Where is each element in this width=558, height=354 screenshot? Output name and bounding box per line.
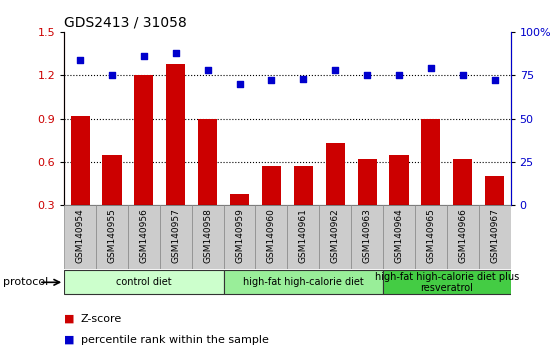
Text: GSM140959: GSM140959 [235,209,244,263]
Bar [134,75,153,205]
Bar [358,159,377,205]
Bar [294,166,313,205]
Bar [224,270,383,294]
Point [76,57,85,62]
Bar [103,155,122,205]
Bar [421,119,440,205]
Bar [453,159,472,205]
Text: GSM140962: GSM140962 [331,209,340,263]
Text: high-fat high-calorie diet: high-fat high-calorie diet [243,277,364,287]
Bar [230,194,249,205]
Point [426,65,435,71]
Text: GSM140964: GSM140964 [395,209,403,263]
Bar [166,64,185,205]
Bar [64,205,96,269]
Bar [224,205,256,269]
Bar [383,270,511,294]
Point [331,67,340,73]
Bar [287,205,319,269]
Text: GSM140957: GSM140957 [171,209,180,263]
Bar [447,205,479,269]
Text: GSM140954: GSM140954 [76,209,85,263]
Point [203,67,212,73]
Text: GSM140965: GSM140965 [426,209,435,263]
Text: GSM140966: GSM140966 [458,209,467,263]
Bar [256,205,287,269]
Text: GDS2413 / 31058: GDS2413 / 31058 [64,16,187,30]
Bar [96,205,128,269]
Bar [383,205,415,269]
Text: percentile rank within the sample: percentile rank within the sample [81,335,269,345]
Text: GSM140960: GSM140960 [267,209,276,263]
Point [171,50,180,56]
Bar [192,205,224,269]
Bar [319,205,351,269]
Bar [389,155,408,205]
Point [140,53,148,59]
Bar [198,119,217,205]
Text: ■: ■ [64,314,75,324]
Text: GSM140955: GSM140955 [108,209,117,263]
Text: Z-score: Z-score [81,314,122,324]
Text: GSM140958: GSM140958 [203,209,212,263]
Point [299,76,308,81]
Bar [70,116,90,205]
Bar [415,205,447,269]
Bar [326,143,345,205]
Text: protocol: protocol [3,277,48,287]
Text: GSM140963: GSM140963 [363,209,372,263]
Bar [479,205,511,269]
Text: GSM140956: GSM140956 [140,209,148,263]
Bar [262,166,281,205]
Bar [64,270,224,294]
Point [235,81,244,87]
Point [490,78,499,83]
Text: GSM140967: GSM140967 [490,209,499,263]
Text: ■: ■ [64,335,75,345]
Bar [160,205,192,269]
Point [395,73,403,78]
Point [458,73,467,78]
Text: GSM140961: GSM140961 [299,209,308,263]
Text: high-fat high-calorie diet plus
resveratrol: high-fat high-calorie diet plus resverat… [374,272,519,293]
Text: control diet: control diet [116,277,172,287]
Point [267,78,276,83]
Bar [128,205,160,269]
Point [363,73,372,78]
Point [108,73,117,78]
Bar [351,205,383,269]
Bar [485,176,504,205]
